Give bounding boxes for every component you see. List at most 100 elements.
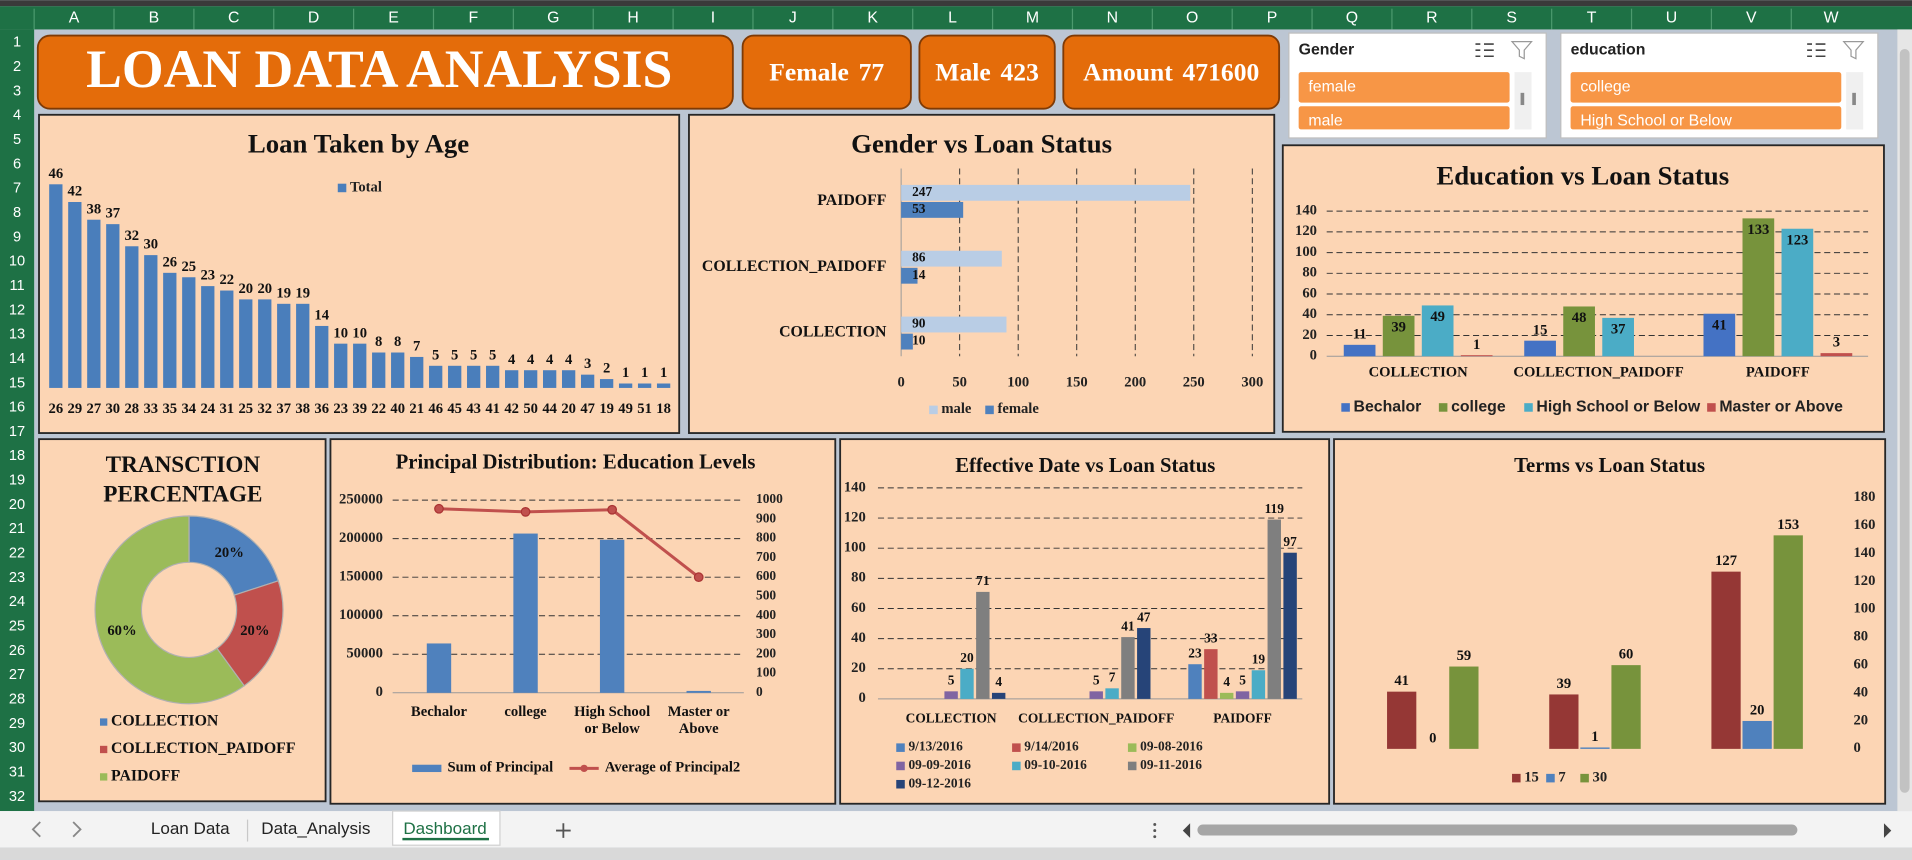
x-tick-label: COLLECTION_PAIDOFF bbox=[1018, 711, 1174, 726]
multi-select-icon[interactable] bbox=[1807, 43, 1826, 58]
chart-title: Terms vs Loan Status bbox=[1514, 455, 1705, 477]
slicer-item[interactable] bbox=[1298, 106, 1510, 130]
slicer-item[interactable] bbox=[1570, 106, 1842, 130]
legend-label: 09-11-2016 bbox=[1140, 757, 1202, 772]
prev-sheet-arrow[interactable] bbox=[31, 821, 41, 838]
x-tick-label: 21 bbox=[409, 401, 424, 417]
data-label: 23 bbox=[1188, 646, 1202, 661]
x-tick-label: 50 bbox=[523, 401, 538, 417]
sheet-tab[interactable]: Loan Data bbox=[151, 819, 230, 838]
legend-swatch bbox=[99, 745, 108, 754]
data-label: 127 bbox=[1715, 553, 1737, 569]
data-label: 5 bbox=[451, 347, 458, 363]
data-label: 7 bbox=[1109, 670, 1116, 685]
x-tick-label: 42 bbox=[504, 401, 519, 417]
sheet-tab[interactable]: Data_Analysis bbox=[261, 819, 370, 838]
legend-label: college bbox=[1451, 399, 1506, 416]
x-tick-label: 28 bbox=[124, 401, 139, 417]
multi-select-icon[interactable] bbox=[1475, 43, 1494, 58]
kpi-value: 77 bbox=[859, 57, 885, 86]
x-tick-label: Master or Above bbox=[667, 702, 730, 737]
data-label: 19 bbox=[295, 285, 310, 301]
data-label: 1 bbox=[622, 365, 629, 381]
column-header: A bbox=[69, 10, 80, 27]
vertical-scroll-thumb[interactable] bbox=[1899, 48, 1910, 793]
chart-title: Education vs Loan Status bbox=[1436, 160, 1729, 190]
x-tick-label: Bechalor bbox=[410, 702, 468, 720]
clear-filter-icon[interactable] bbox=[1842, 41, 1865, 60]
bar bbox=[353, 343, 367, 388]
x-tick-label: 49 bbox=[618, 401, 633, 417]
column-header: M bbox=[1026, 10, 1039, 27]
legend-swatch bbox=[896, 779, 905, 789]
row-header: 31 bbox=[9, 765, 25, 781]
y-tick-label: 140 bbox=[1295, 202, 1317, 218]
y2-tick-label: 700 bbox=[756, 549, 776, 564]
column-header: N bbox=[1107, 10, 1118, 27]
chart-panel bbox=[688, 113, 1276, 434]
data-label: 86 bbox=[912, 250, 926, 265]
data-label: 20 bbox=[257, 281, 272, 297]
tab-menu-dot[interactable] bbox=[1153, 823, 1157, 826]
legend-swatch bbox=[896, 743, 905, 752]
data-label: 41 bbox=[1121, 618, 1135, 633]
bar bbox=[1711, 571, 1741, 749]
bar bbox=[1219, 692, 1234, 699]
x-tick-label-box: High School or Below bbox=[574, 703, 650, 737]
title-banner bbox=[36, 34, 734, 110]
y-tick-label: COLLECTION_PAIDOFF bbox=[702, 258, 887, 275]
column-header-bar bbox=[0, 6, 1912, 30]
bar bbox=[486, 365, 500, 388]
legend-label: High School or Below bbox=[1536, 399, 1700, 416]
horizontal-scroll-thumb[interactable] bbox=[1197, 824, 1798, 836]
y-tick-label: 160 bbox=[1853, 517, 1875, 533]
slicer-item[interactable] bbox=[1298, 72, 1510, 103]
slicer-title: Gender bbox=[1299, 41, 1354, 58]
data-label: 4 bbox=[527, 352, 535, 368]
bar bbox=[220, 290, 234, 388]
hscroll-left[interactable] bbox=[1182, 823, 1191, 838]
add-sheet-button[interactable] bbox=[556, 823, 571, 838]
sheet-tab[interactable]: Dashboard bbox=[403, 819, 486, 838]
bar bbox=[561, 370, 576, 388]
column-header: S bbox=[1506, 10, 1517, 27]
next-sheet-arrow[interactable] bbox=[72, 821, 82, 838]
slicer-item[interactable] bbox=[1570, 72, 1842, 103]
bar bbox=[1703, 313, 1736, 357]
hscroll-right[interactable] bbox=[1883, 823, 1892, 838]
y2-tick-label: 500 bbox=[756, 588, 776, 603]
clear-filter-icon[interactable] bbox=[1510, 41, 1533, 60]
data-label: 5 bbox=[432, 347, 439, 363]
legend-swatch bbox=[1127, 761, 1137, 771]
window-top-edge bbox=[0, 0, 1912, 7]
x-tick-label: 41 bbox=[485, 401, 500, 417]
chart-title: Gender vs Loan Status bbox=[851, 129, 1112, 159]
data-label: 4 bbox=[546, 352, 554, 368]
data-label: 71 bbox=[976, 573, 990, 588]
x-tick-label: 150 bbox=[1066, 374, 1088, 390]
data-label: 41 bbox=[1712, 317, 1727, 333]
bar bbox=[1387, 691, 1417, 749]
bar bbox=[49, 184, 63, 388]
bar bbox=[1235, 691, 1250, 699]
data-label: 33 bbox=[1204, 630, 1218, 645]
bar bbox=[144, 255, 158, 388]
y-tick-label: 40 bbox=[1853, 684, 1868, 700]
tab-menu-dot[interactable] bbox=[1153, 835, 1157, 839]
bar bbox=[513, 533, 538, 693]
bar bbox=[429, 365, 443, 388]
y-tick-label: 20 bbox=[1853, 712, 1868, 728]
row-header: 8 bbox=[13, 205, 21, 221]
kpi-label: Female bbox=[769, 57, 849, 86]
data-label: 32 bbox=[124, 228, 139, 244]
legend-swatch bbox=[896, 761, 905, 771]
x-tick-label: COLLECTION bbox=[1369, 365, 1469, 381]
tab-menu-dot[interactable] bbox=[1153, 829, 1157, 833]
x-tick-label: college bbox=[504, 702, 547, 720]
data-label: 23 bbox=[200, 268, 215, 284]
x-tick-label: 30 bbox=[105, 401, 120, 417]
y2-tick-label: 900 bbox=[756, 510, 776, 525]
data-label: 26 bbox=[162, 254, 177, 270]
bar bbox=[315, 325, 329, 388]
